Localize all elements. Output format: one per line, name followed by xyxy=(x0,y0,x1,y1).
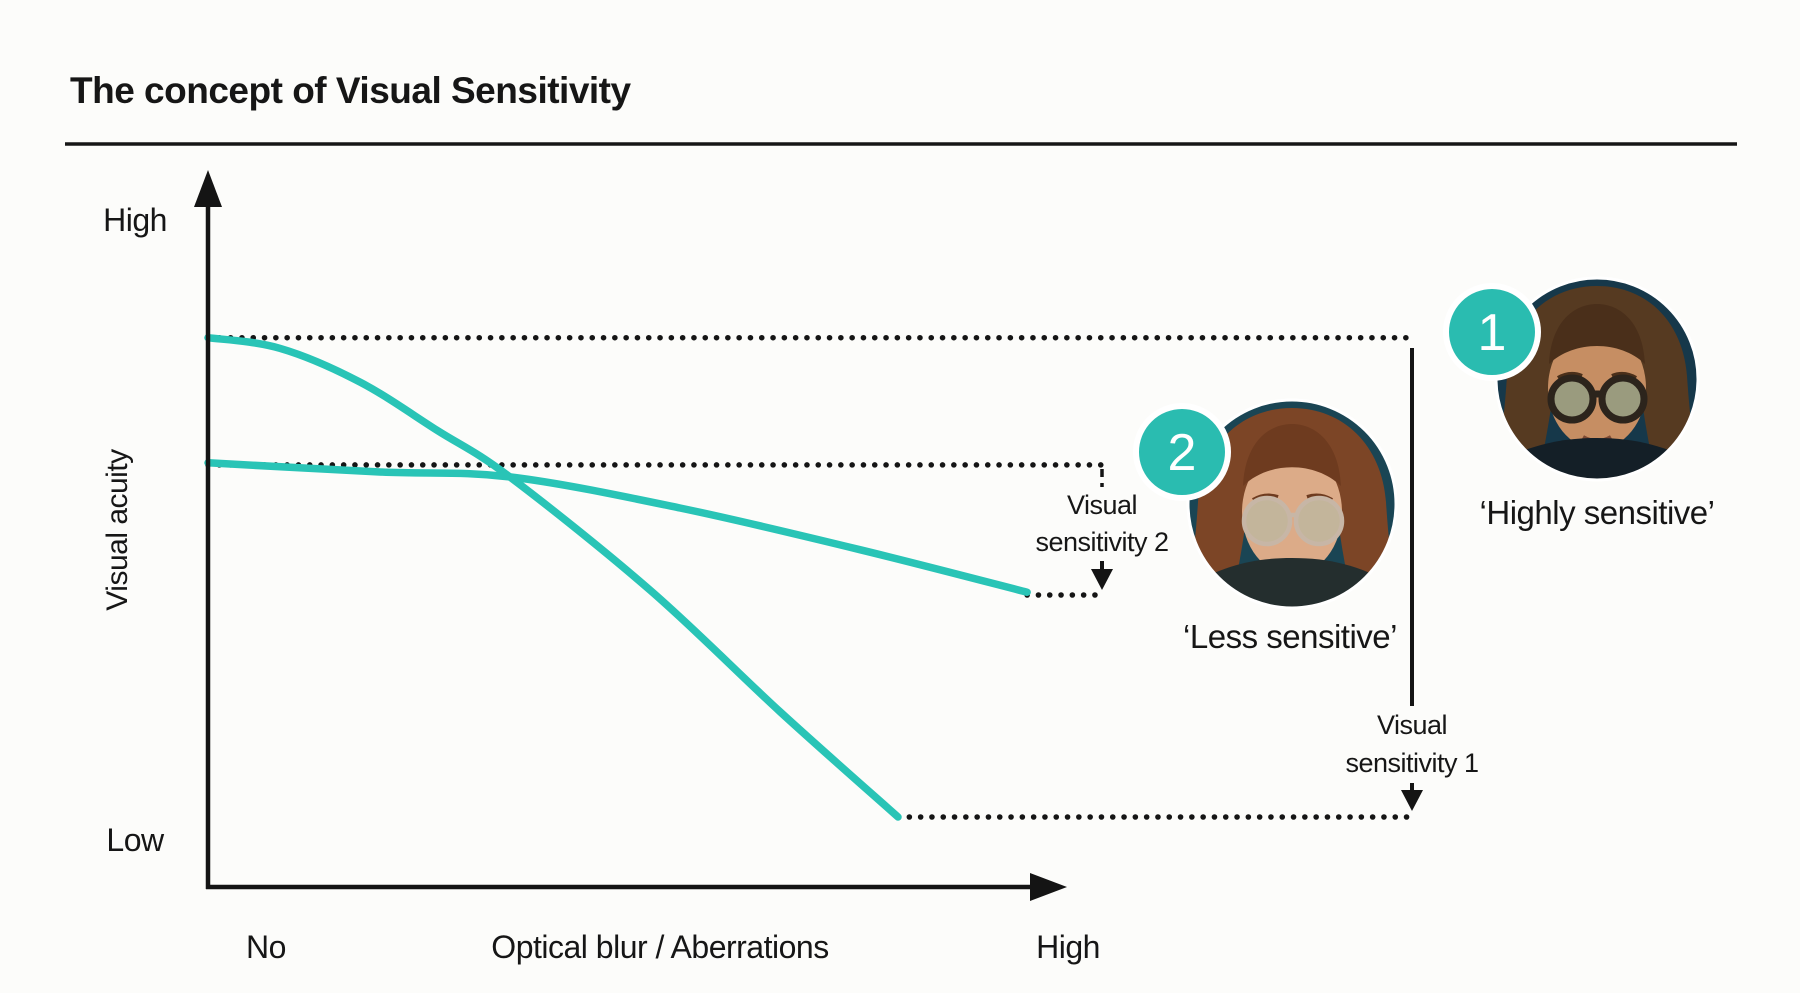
person-1-label: ‘Highly sensitive’ xyxy=(1480,494,1715,531)
vs1-label-line2: sensitivity 1 xyxy=(1345,748,1478,778)
person-2-glasses xyxy=(1241,495,1345,547)
person-2-fringe xyxy=(1243,424,1341,486)
vs1-label-line1: Visual xyxy=(1377,710,1447,740)
person-1-badge-number: 1 xyxy=(1478,304,1507,362)
person-1-fringe xyxy=(1549,304,1645,364)
x-axis-arrowhead xyxy=(1030,873,1067,901)
vs1-down-arrow-icon xyxy=(1401,790,1423,811)
y-axis-arrowhead xyxy=(194,170,222,207)
y-axis-high-label: High xyxy=(103,202,167,238)
vs2-label-line2: sensitivity 2 xyxy=(1035,527,1168,557)
x-axis-no-label: No xyxy=(246,929,286,965)
person-2-badge-number: 2 xyxy=(1168,424,1197,482)
vs2-label-line1: Visual xyxy=(1067,490,1137,520)
x-axis xyxy=(206,873,1067,901)
person-2-label: ‘Less sensitive’ xyxy=(1183,618,1397,655)
person-1-glasses xyxy=(1547,374,1648,424)
person-1-badge: 1 xyxy=(1443,283,1541,381)
curve-2 xyxy=(204,459,1031,596)
page-title: The concept of Visual Sensitivity xyxy=(70,70,631,111)
person-2-badge: 2 xyxy=(1133,403,1231,501)
y-axis xyxy=(194,170,222,889)
person-1-photo xyxy=(1494,276,1700,482)
y-axis-title: Visual acuity xyxy=(101,449,134,611)
annotation-visual-sensitivity-1: Visual sensitivity 1 xyxy=(1345,348,1479,811)
y-axis-low-label: Low xyxy=(106,822,165,858)
x-axis-high-label: High xyxy=(1036,929,1100,965)
curve-1 xyxy=(204,333,902,821)
annotation-visual-sensitivity-2: Visual sensitivity 2 xyxy=(1035,469,1169,590)
vs2-down-arrow-icon xyxy=(1091,569,1113,590)
x-axis-title: Optical blur / Aberrations xyxy=(491,929,828,965)
